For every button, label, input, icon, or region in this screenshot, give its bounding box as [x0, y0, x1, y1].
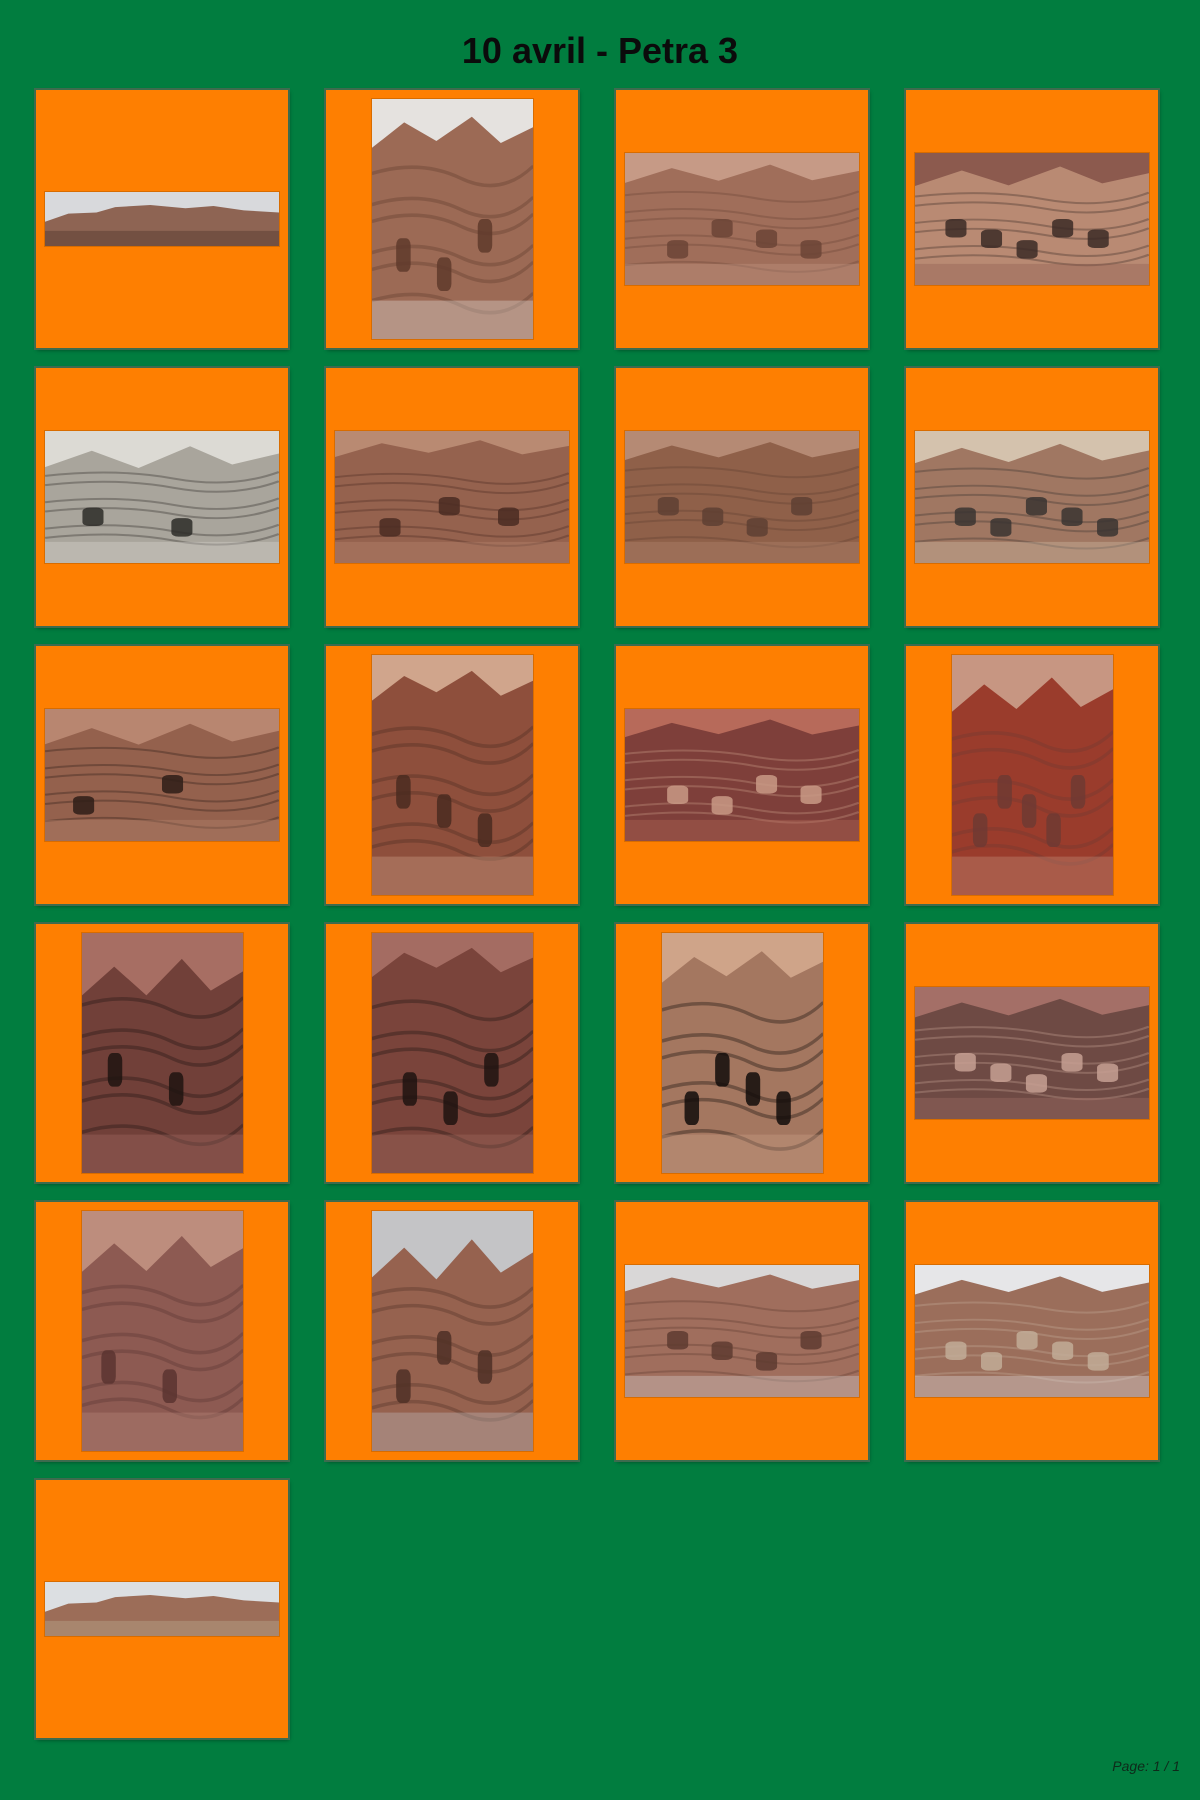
- photo-06[interactable]: [335, 431, 569, 563]
- photo-image: [915, 987, 1149, 1119]
- photo-image: [45, 1582, 279, 1636]
- photo-10[interactable]: [372, 655, 533, 895]
- thumbnail-card[interactable]: [326, 90, 578, 348]
- thumbnail-card[interactable]: [36, 1202, 288, 1460]
- photo-image: [45, 431, 279, 563]
- photo-image: [625, 1265, 859, 1397]
- photo-03[interactable]: [625, 153, 859, 285]
- thumbnail-card[interactable]: [616, 924, 868, 1182]
- thumbnail-card[interactable]: [326, 646, 578, 904]
- photo-05[interactable]: [45, 431, 279, 563]
- photo-image: [82, 1211, 243, 1451]
- photo-16[interactable]: [915, 987, 1149, 1119]
- photo-image: [372, 655, 533, 895]
- photo-02[interactable]: [372, 99, 533, 339]
- photo-image: [952, 655, 1113, 895]
- photo-image: [625, 709, 859, 841]
- photo-image: [662, 933, 823, 1173]
- photo-image: [372, 933, 533, 1173]
- thumbnail-card[interactable]: [36, 90, 288, 348]
- photo-15[interactable]: [662, 933, 823, 1173]
- photo-11[interactable]: [625, 709, 859, 841]
- thumbnail-card[interactable]: [36, 924, 288, 1182]
- photo-image: [45, 709, 279, 841]
- thumbnail-card[interactable]: [36, 368, 288, 626]
- photo-image: [82, 933, 243, 1173]
- photo-09[interactable]: [45, 709, 279, 841]
- thumbnail-card[interactable]: [906, 368, 1158, 626]
- photo-image: [45, 192, 279, 246]
- thumbnail-card[interactable]: [906, 1202, 1158, 1460]
- photo-image: [335, 431, 569, 563]
- photo-image: [915, 431, 1149, 563]
- photo-image: [915, 153, 1149, 285]
- photo-21[interactable]: [45, 1582, 279, 1636]
- thumbnail-card[interactable]: [326, 368, 578, 626]
- photo-01[interactable]: [45, 192, 279, 246]
- photo-image: [625, 153, 859, 285]
- thumbnail-card[interactable]: [616, 368, 868, 626]
- photo-07[interactable]: [625, 431, 859, 563]
- photo-12[interactable]: [952, 655, 1113, 895]
- thumbnail-card[interactable]: [36, 646, 288, 904]
- thumbnail-card[interactable]: [906, 924, 1158, 1182]
- photo-13[interactable]: [82, 933, 243, 1173]
- photo-18[interactable]: [372, 1211, 533, 1451]
- photo-image: [372, 1211, 533, 1451]
- thumbnail-card[interactable]: [326, 924, 578, 1182]
- page-title: 10 avril - Petra 3: [461, 30, 739, 71]
- photo-20[interactable]: [915, 1265, 1149, 1397]
- page-footer: Page: 1 / 1: [1112, 1758, 1180, 1774]
- thumbnail-card[interactable]: [36, 1480, 288, 1738]
- thumbnail-card[interactable]: [616, 646, 868, 904]
- photo-08[interactable]: [915, 431, 1149, 563]
- photo-17[interactable]: [82, 1211, 243, 1451]
- photo-04[interactable]: [915, 153, 1149, 285]
- photo-image: [372, 99, 533, 339]
- photo-14[interactable]: [372, 933, 533, 1173]
- photo-19[interactable]: [625, 1265, 859, 1397]
- photo-image: [915, 1265, 1149, 1397]
- thumbnail-card[interactable]: [616, 1202, 868, 1460]
- thumbnail-card[interactable]: [326, 1202, 578, 1460]
- photo-image: [625, 431, 859, 563]
- thumbnail-card[interactable]: [906, 90, 1158, 348]
- thumbnail-card[interactable]: [906, 646, 1158, 904]
- thumbnail-card[interactable]: [616, 90, 868, 348]
